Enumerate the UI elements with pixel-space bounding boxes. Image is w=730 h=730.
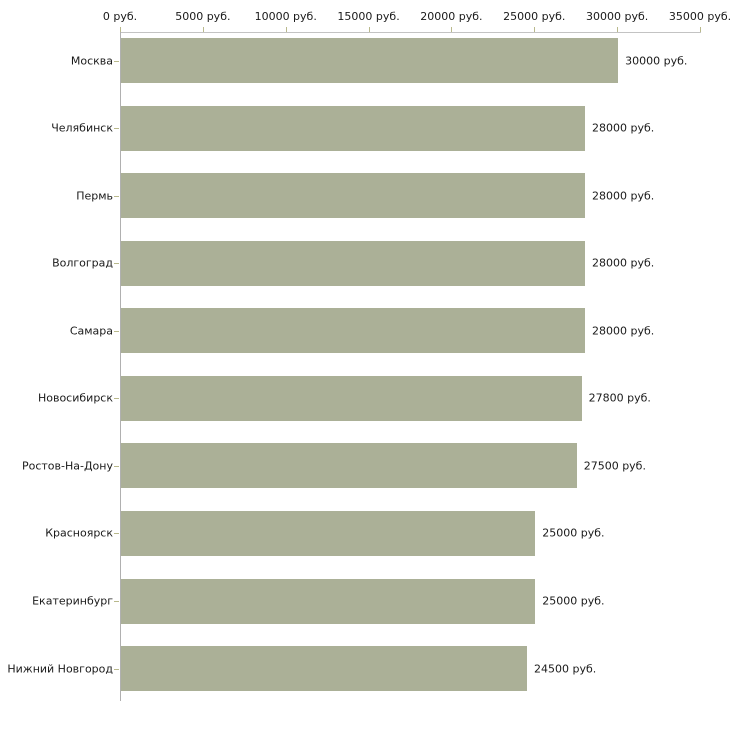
category-label: Пермь — [76, 189, 113, 203]
x-axis-tick — [202, 27, 204, 32]
bar — [121, 38, 619, 84]
x-axis-tick-label: 25000 руб. — [503, 10, 566, 23]
category-label: Красноярск — [45, 526, 113, 540]
value-label: 27500 руб. — [583, 459, 646, 473]
x-axis-tick-label: 10000 руб. — [254, 10, 317, 23]
y-axis-tick — [114, 465, 119, 467]
bar — [121, 375, 582, 421]
x-axis-tick — [534, 27, 536, 32]
y-axis-tick — [114, 601, 119, 602]
value-label: 28000 руб. — [592, 324, 655, 338]
bar — [121, 443, 577, 489]
x-axis-line — [120, 32, 701, 33]
category-label: Ростов-На-Дону — [21, 459, 113, 473]
x-axis-tick-label: 5000 руб. — [175, 10, 231, 23]
category-label: Челябинск — [51, 121, 113, 135]
y-axis-tick — [114, 128, 119, 130]
x-axis-tick — [451, 27, 453, 32]
category-label: Москва — [70, 54, 113, 68]
x-axis-tick-label: 30000 руб. — [586, 10, 649, 23]
y-axis-tick — [114, 668, 119, 670]
value-label: 28000 руб. — [592, 256, 655, 270]
bar — [121, 308, 585, 354]
x-axis-tick-label: 0 руб. — [102, 10, 138, 23]
y-axis-tick — [114, 60, 119, 62]
y-axis-tick — [114, 330, 119, 332]
value-label: 24500 руб. — [534, 662, 597, 676]
value-label: 30000 руб. — [625, 54, 688, 68]
category-label: Волгоград — [52, 256, 113, 270]
bar — [121, 105, 585, 151]
y-axis-line — [120, 32, 121, 702]
x-axis-tick-label: 15000 руб. — [337, 10, 400, 23]
x-axis-tick — [120, 27, 121, 32]
x-axis-tick — [617, 27, 619, 32]
bar — [121, 646, 527, 692]
x-axis-tick — [285, 27, 287, 32]
y-axis-tick — [114, 263, 119, 265]
category-label: Новосибирск — [37, 391, 113, 405]
x-axis-tick-label: 20000 руб. — [420, 10, 483, 23]
bar — [121, 578, 536, 624]
x-axis-tick-label: 35000 руб. — [668, 10, 730, 23]
value-label: 28000 руб. — [592, 121, 655, 135]
category-label: Самара — [69, 324, 113, 338]
category-label: Екатеринбург — [32, 594, 113, 608]
x-axis-tick — [700, 27, 701, 32]
y-axis-tick — [114, 398, 119, 400]
value-label: 27800 руб. — [588, 391, 651, 405]
value-label: 25000 руб. — [542, 526, 605, 540]
value-label: 25000 руб. — [542, 594, 605, 608]
category-label: Нижний Новгород — [7, 662, 113, 676]
value-label: 28000 руб. — [592, 189, 655, 203]
bar — [121, 240, 585, 286]
bar — [121, 510, 536, 556]
y-axis-tick — [114, 533, 119, 535]
bar — [121, 173, 585, 219]
y-axis-tick — [114, 195, 119, 197]
x-axis-tick — [368, 27, 370, 32]
